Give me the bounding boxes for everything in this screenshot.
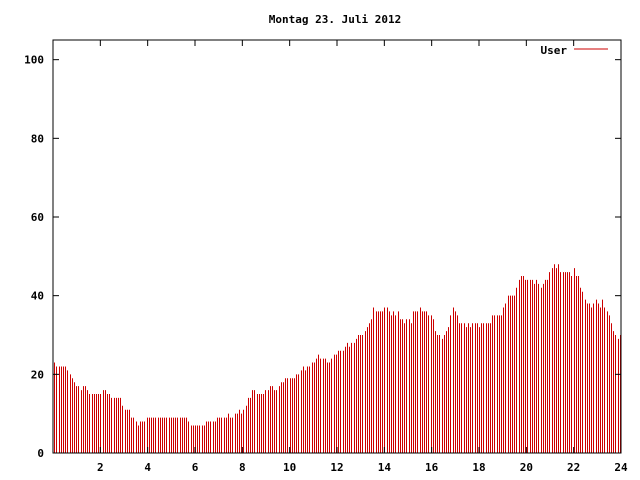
legend-label: User [541,44,568,57]
y-tick-label: 0 [37,447,44,460]
y-axis: 0 20 40 60 80 100 [24,54,621,460]
x-tick-label: 2 [97,461,104,474]
x-tick-label: 14 [378,461,392,474]
legend: User [541,44,608,57]
y-tick-label: 60 [31,211,44,224]
y-tick-label: 80 [31,132,44,145]
x-tick-label: 8 [239,461,246,474]
x-tick-label: 16 [425,461,439,474]
x-tick-label: 18 [472,461,485,474]
x-axis: 2 4 6 8 10 12 14 16 18 20 22 24 [97,40,628,474]
chart-title: Montag 23. Juli 2012 [269,13,401,26]
x-tick-label: 6 [192,461,199,474]
y-tick-label: 100 [24,54,44,67]
x-tick-label: 20 [520,461,533,474]
y-tick-label: 20 [31,368,44,381]
x-tick-label: 10 [283,461,296,474]
y-tick-label: 40 [31,290,44,303]
x-tick-label: 24 [614,461,628,474]
bars [54,264,621,453]
x-tick-label: 22 [567,461,580,474]
x-tick-label: 12 [330,461,343,474]
x-tick-label: 4 [144,461,151,474]
